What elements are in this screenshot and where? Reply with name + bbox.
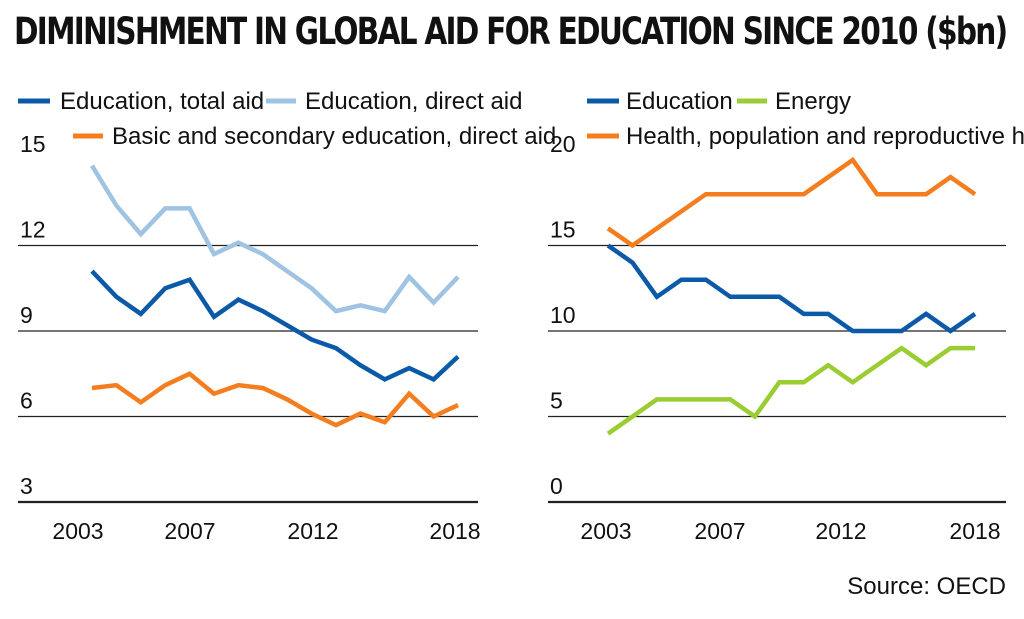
y-tick-label: 3 xyxy=(20,473,33,499)
y-tick-label: 0 xyxy=(550,473,563,499)
x-tick-label: 2012 xyxy=(815,518,866,544)
x-tick-label: 2003 xyxy=(580,518,631,544)
series-line-energy xyxy=(606,345,975,436)
y-tick-label: 5 xyxy=(550,388,563,414)
y-tick-label: 12 xyxy=(20,217,46,243)
chart-title-text: DIMINISHMENT IN GLOBAL AID FOR EDUCATION… xyxy=(14,10,1008,53)
series-line-basic-and-secondary-education-direct-aid xyxy=(91,371,459,428)
legend-label-energy: Energy xyxy=(775,88,851,115)
chart-title: DIMINISHMENT IN GLOBAL AID FOR EDUCATION… xyxy=(14,10,1024,53)
y-tick-label: 15 xyxy=(550,217,576,243)
y-tick-label: 10 xyxy=(550,302,576,328)
legend-label-education: Education xyxy=(626,88,733,115)
legend-label-basic-and-secondary-education-direct-aid: Basic and secondary education, direct ai… xyxy=(112,123,556,150)
x-tick-label: 2012 xyxy=(287,518,338,544)
chart-panel-1: 15 12 9 6 3 2003 2007 2012 2018 Education, total … xyxy=(18,88,556,544)
chart-panel-2: 20 15 10 5 0 2003 2007 2012 2018 Education Energy H… xyxy=(548,88,1024,544)
y-tick-label: 6 xyxy=(20,388,33,414)
x-tick-label: 2018 xyxy=(949,518,1000,544)
x-tick-label: 2003 xyxy=(52,518,103,544)
legend-label-health-population-and-reproductive-health: Health, population and reproductive heal… xyxy=(626,123,1024,150)
series-line-education xyxy=(606,243,977,334)
x-tick-label: 2007 xyxy=(694,518,745,544)
source-note: Source: OECD xyxy=(847,573,1006,600)
y-tick-label: 15 xyxy=(20,131,46,157)
x-tick-label: 2018 xyxy=(429,518,480,544)
y-tick-label: 9 xyxy=(20,302,33,328)
series-line-health-population-and-reproductive-health xyxy=(606,156,977,249)
legend-label-education-direct-aid: Education, direct aid xyxy=(305,88,522,115)
y-tick-label: 20 xyxy=(550,131,576,157)
series-line-education-total-aid xyxy=(90,269,460,383)
x-tick-label: 2007 xyxy=(164,518,215,544)
legend-label-education-total-aid: Education, total aid xyxy=(60,88,264,115)
series-line-education-direct-aid xyxy=(90,164,460,314)
